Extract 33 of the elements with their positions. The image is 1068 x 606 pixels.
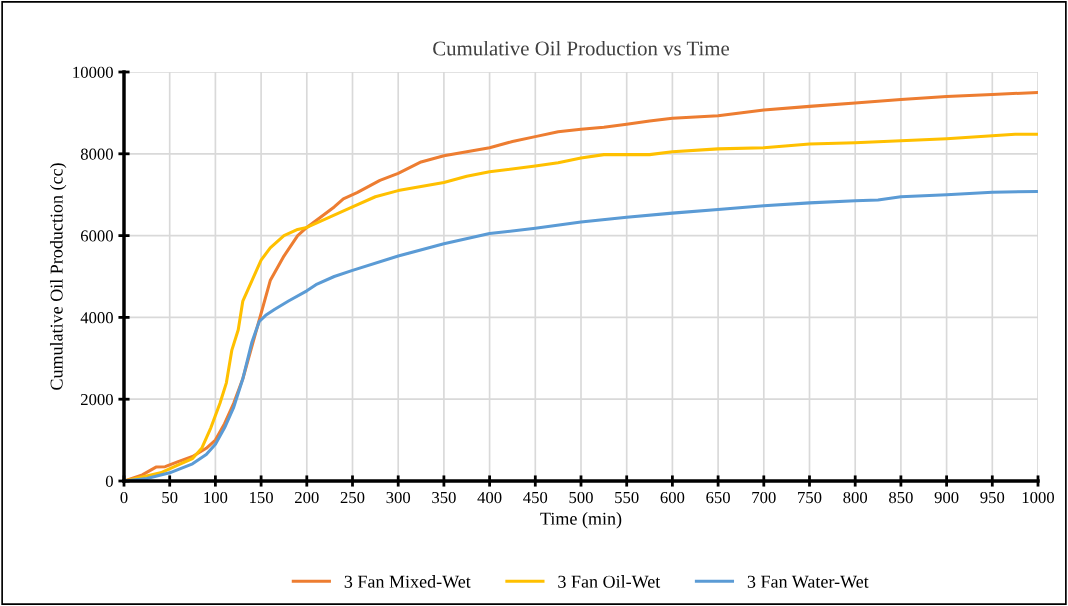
legend-label: 3 Fan Mixed-Wet	[344, 575, 471, 588]
legend-label: 3 Fan Water-Wet	[747, 575, 869, 588]
x-tick-label: 150	[250, 491, 273, 504]
x-tick-label: 700	[752, 491, 776, 504]
x-tick-label: 50	[162, 491, 178, 504]
x-tick-label: 600	[660, 491, 685, 504]
x-tick-label: 1000	[1022, 491, 1055, 504]
x-tick-label: 500	[569, 491, 593, 504]
x-tick-label: 350	[432, 491, 456, 504]
x-tick-label: 550	[615, 491, 639, 504]
x-tick-label: 450	[523, 491, 548, 504]
x-tick-label: 800	[843, 491, 868, 504]
x-tick-label: 250	[340, 491, 365, 504]
y-tick-label: 6000	[80, 230, 113, 242]
x-tick-label: 650	[706, 491, 730, 504]
x-tick-label: 100	[204, 491, 228, 504]
legend-label: 3 Fan Oil-Wet	[558, 575, 661, 588]
x-tick-label: 850	[889, 491, 913, 504]
y-tick-label: 8000	[80, 148, 113, 160]
y-tick-label: 0	[105, 475, 113, 487]
x-tick-label: 900	[934, 491, 959, 504]
x-tick-label: 200	[295, 491, 319, 504]
y-axis-title: Cumulative Oil Production (cc)	[49, 163, 67, 390]
y-tick-label: 2000	[80, 393, 113, 406]
y-tick-label: 4000	[80, 312, 113, 324]
chart-title: Cumulative Oil Production vs Time	[433, 40, 730, 56]
x-tick-label: 750	[798, 491, 822, 504]
x-tick-label: 300	[386, 491, 411, 504]
y-tick-label: 10000	[73, 66, 113, 78]
x-tick-label: 0	[120, 491, 128, 504]
x-tick-label: 400	[477, 491, 502, 504]
x-axis-title: Time (min)	[540, 512, 622, 529]
x-tick-label: 950	[980, 491, 1005, 504]
